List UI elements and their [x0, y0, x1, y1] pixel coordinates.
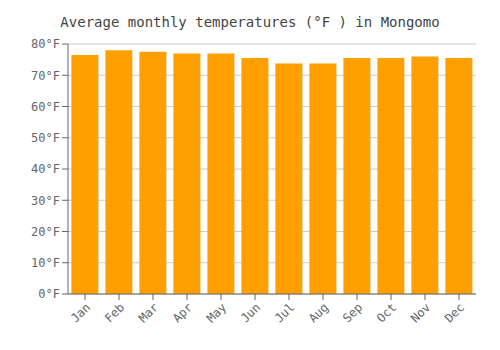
- svg-text:Dec: Dec: [442, 300, 467, 325]
- svg-text:Jan: Jan: [68, 300, 93, 325]
- svg-text:Sep: Sep: [340, 300, 365, 325]
- svg-text:Jul: Jul: [272, 300, 297, 325]
- svg-text:Aug: Aug: [306, 300, 331, 325]
- svg-text:70°F: 70°F: [31, 69, 60, 83]
- html-text:Average monthly temperatures (: Average monthly temperatures (°F ) in Mo…: [60, 14, 440, 30]
- svg-text:30°F: 30°F: [31, 194, 60, 208]
- svg-text:Mar: Mar: [136, 300, 161, 325]
- svg-text:Feb: Feb: [102, 300, 127, 325]
- svg-text:20°F: 20°F: [31, 225, 60, 239]
- svg-text:40°F: 40°F: [31, 162, 60, 176]
- svg-text:60°F: 60°F: [31, 100, 60, 114]
- svg-text:Jun: Jun: [238, 300, 263, 325]
- svg-text:May: May: [204, 300, 229, 325]
- svg-text:0°F: 0°F: [38, 287, 60, 301]
- svg-text:10°F: 10°F: [31, 256, 60, 270]
- svg-text:80°F: 80°F: [31, 37, 60, 51]
- svg-text:Oct: Oct: [374, 300, 399, 325]
- svg-text:50°F: 50°F: [31, 131, 60, 145]
- svg-text:Nov: Nov: [408, 300, 433, 325]
- svg-text:Apr: Apr: [170, 300, 195, 325]
